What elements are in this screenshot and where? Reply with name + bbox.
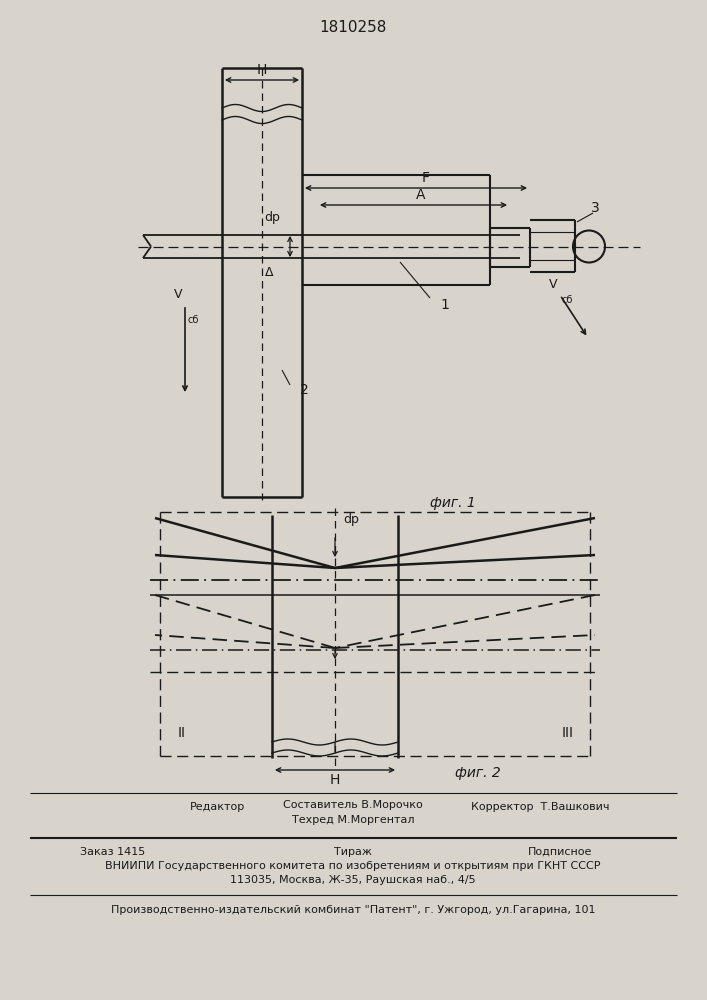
Text: Редактор: Редактор (190, 802, 245, 812)
Text: A: A (416, 188, 426, 202)
Text: V: V (173, 288, 182, 302)
Text: 113035, Москва, Ж-35, Раушская наб., 4/5: 113035, Москва, Ж-35, Раушская наб., 4/5 (230, 875, 476, 885)
Text: Составитель В.Морочко: Составитель В.Морочко (283, 800, 423, 810)
Text: I: I (333, 741, 337, 755)
Text: фиг. 1: фиг. 1 (430, 496, 476, 510)
Text: сб: сб (562, 295, 573, 305)
Text: Производственно-издательский комбинат "Патент", г. Ужгород, ул.Гагарина, 101: Производственно-издательский комбинат "П… (111, 905, 595, 915)
Text: II: II (178, 726, 186, 740)
Text: 1810258: 1810258 (320, 20, 387, 35)
Text: 2: 2 (300, 383, 309, 397)
Text: 3: 3 (590, 201, 600, 215)
Text: H: H (257, 63, 267, 77)
Text: Δ: Δ (265, 265, 274, 278)
Text: Техред М.Моргентал: Техред М.Моргентал (292, 815, 414, 825)
Text: 1: 1 (440, 298, 449, 312)
Text: сб: сб (187, 315, 199, 325)
Text: фиг. 2: фиг. 2 (455, 766, 501, 780)
Text: Заказ 1415: Заказ 1415 (80, 847, 145, 857)
Text: H: H (329, 773, 340, 787)
Text: Подписное: Подписное (528, 847, 592, 857)
Text: ВНИИПИ Государственного комитета по изобретениям и открытиям при ГКНТ СССР: ВНИИПИ Государственного комитета по изоб… (105, 861, 601, 871)
Text: dр: dр (343, 514, 359, 526)
Text: V: V (549, 278, 557, 292)
Text: Корректор  Т.Вашкович: Корректор Т.Вашкович (471, 802, 609, 812)
Text: F: F (422, 171, 430, 185)
Text: dр: dр (264, 211, 280, 224)
Text: III: III (562, 726, 574, 740)
Text: Тираж: Тираж (334, 847, 372, 857)
